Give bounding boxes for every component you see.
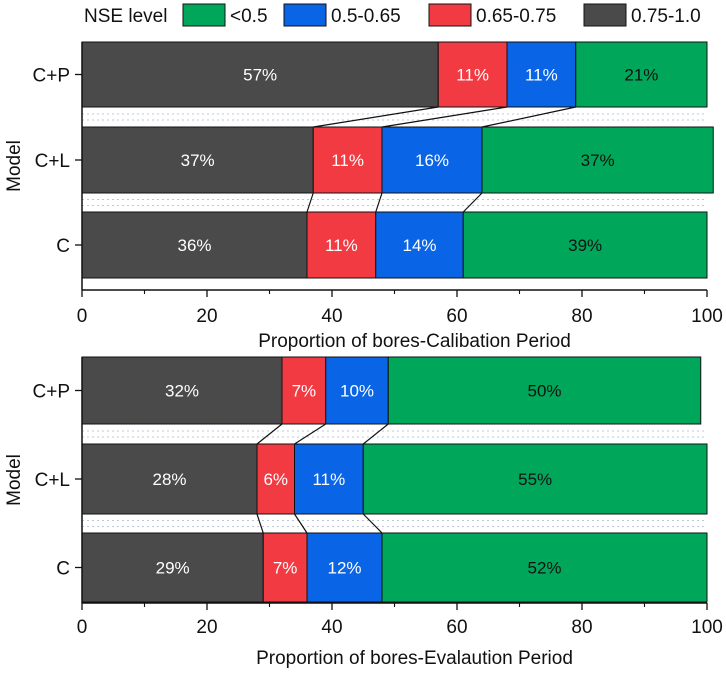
connector-line [293, 513, 308, 534]
data-label: 12% [327, 559, 361, 578]
x-tick-label: 0 [77, 617, 88, 638]
legend-label-065-075: 0.65-0.75 [476, 6, 556, 27]
data-label: 37% [581, 151, 615, 170]
legend-label-075-10: 0.75-1.0 [631, 6, 701, 27]
legend-swatch-075-10 [583, 3, 627, 27]
data-label: 10% [340, 382, 374, 401]
x-tick-label: 80 [571, 617, 592, 638]
x-tick-label: 0 [77, 306, 88, 327]
bar-segment [256, 443, 295, 515]
bar-segment [262, 532, 308, 603]
category-label: C [56, 236, 70, 257]
chart-panels: 57% 11% 11% 21% C+P 37% 11% 16% 37% C+L 36% 11% 14% 3… [4, 41, 723, 669]
x-tick-label: 20 [196, 617, 217, 638]
bar-segment [481, 126, 714, 194]
connector-line [362, 423, 389, 445]
data-label: 36% [177, 236, 211, 255]
bar-segment [325, 356, 389, 425]
x-axis-title: Proportion of bores-Evalaution Period [256, 648, 573, 669]
category-label: C [56, 559, 70, 580]
legend-label-lt05: <0.5 [230, 6, 268, 27]
connector-line [481, 106, 576, 128]
bar-segment [81, 41, 439, 108]
x-tick-label: 40 [321, 617, 342, 638]
connector-line [362, 513, 383, 534]
legend: NSE level <0.5 0.5-0.65 0.65-0.75 0.75-1… [84, 3, 701, 27]
bar-segment [294, 443, 364, 515]
data-label: 11% [312, 470, 345, 489]
data-label: 14% [402, 236, 436, 255]
x-tick-label: 60 [446, 617, 467, 638]
x-tick-label: 100 [691, 617, 723, 638]
x-tick-label: 100 [691, 306, 723, 327]
x-axis-title: Proportion of bores-Calibation Period [258, 331, 571, 352]
bar-segment [81, 443, 258, 515]
connector-line [313, 106, 439, 128]
data-label: 50% [527, 382, 561, 401]
connector-line [462, 192, 483, 213]
data-label: 28% [152, 470, 186, 489]
x-tick-label: 80 [571, 306, 592, 327]
data-label: 11% [325, 236, 358, 255]
bar-segment [381, 126, 483, 194]
y-axis-title: Model [4, 140, 25, 192]
data-label: 39% [568, 236, 602, 255]
legend-swatch-05-065 [283, 3, 327, 27]
data-label: 55% [518, 470, 552, 489]
bar-segment [375, 211, 464, 279]
category-label: C+P [33, 382, 71, 403]
connector-line [306, 192, 314, 213]
data-label: 11% [525, 66, 558, 85]
category-label: C+L [35, 470, 70, 491]
data-label: 7% [273, 559, 298, 578]
data-label: 57% [243, 66, 277, 85]
legend-title: NSE level [84, 6, 167, 27]
bar-segment [462, 211, 708, 279]
legend-swatch-065-075 [428, 3, 472, 27]
connector-line [375, 192, 383, 213]
data-label: 37% [181, 151, 215, 170]
data-label: 6% [263, 470, 288, 489]
data-label: 11% [456, 66, 489, 85]
data-label: 29% [156, 559, 190, 578]
bar-segment [312, 126, 383, 194]
bar-segment [387, 356, 702, 425]
bar-segment [81, 211, 308, 279]
x-tick-label: 20 [196, 306, 217, 327]
connector-line [294, 423, 327, 445]
x-tick-label: 60 [446, 306, 467, 327]
evaluation-panel: 32% 7% 10% 50% C+P 28% 6% 11% 55% C+L 29% 7% 12% 52% C… [4, 356, 723, 669]
x-tick-label: 40 [321, 306, 342, 327]
y-axis-title: Model [4, 454, 25, 506]
bar-segment [81, 532, 264, 603]
bar-segment [381, 532, 708, 603]
category-label: C+P [33, 66, 71, 87]
bar-segment [575, 41, 708, 108]
legend-label-05-065: 0.5-0.65 [331, 6, 401, 27]
data-label: 52% [527, 559, 561, 578]
legend-swatch-lt05 [182, 3, 226, 27]
bar-segment [362, 443, 708, 515]
connector-line [381, 106, 508, 128]
data-label: 32% [165, 382, 199, 401]
connector-line [256, 423, 283, 445]
bar-segment [437, 41, 508, 108]
category-label: C+L [35, 151, 70, 172]
data-label: 11% [331, 151, 364, 170]
bar-segment [81, 356, 283, 425]
data-label: 7% [292, 382, 317, 401]
data-label: 21% [624, 66, 658, 85]
data-label: 16% [415, 151, 449, 170]
bar-segment [281, 356, 327, 425]
connector-line [256, 513, 264, 534]
calibration-panel: 57% 11% 11% 21% C+P 37% 11% 16% 37% C+L 36% 11% 14% 3… [4, 41, 723, 352]
